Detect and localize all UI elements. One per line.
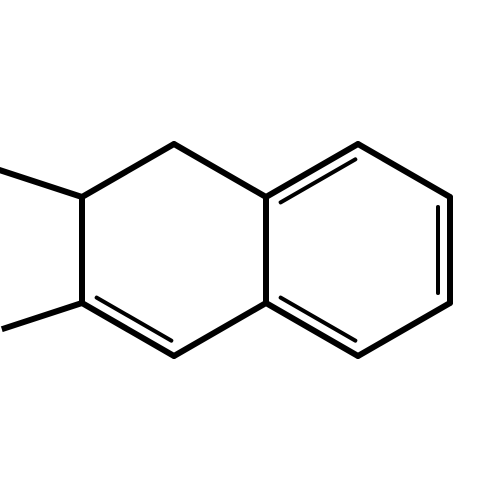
bond bbox=[174, 303, 266, 356]
bond bbox=[358, 303, 450, 356]
bond bbox=[2, 303, 82, 329]
bond bbox=[174, 144, 266, 197]
bond bbox=[82, 303, 174, 356]
bond bbox=[0, 164, 82, 197]
bond bbox=[266, 303, 358, 356]
chemical-structure-diagram: S bbox=[0, 0, 500, 500]
atom-label-bg bbox=[0, 314, 3, 358]
bond bbox=[82, 144, 174, 197]
bond bbox=[358, 144, 450, 197]
bond bbox=[266, 144, 358, 197]
